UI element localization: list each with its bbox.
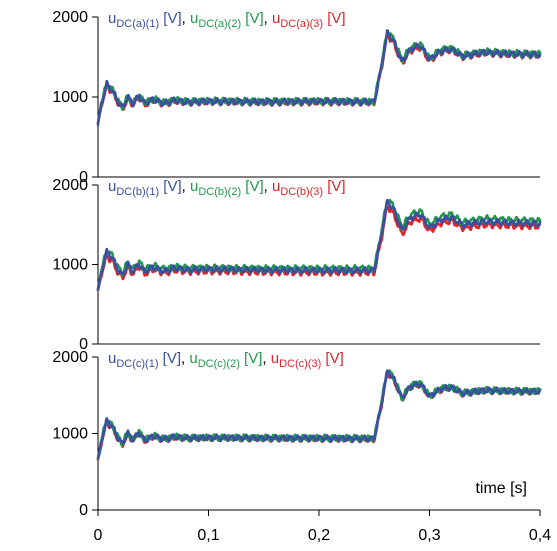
series-line-3 [96, 369, 542, 460]
legend-entry-2: u [190, 10, 198, 27]
series-line-1 [96, 34, 542, 125]
y-tick-label: 2000 [52, 177, 88, 194]
series-line-2 [96, 199, 542, 291]
legend-entry-unit: [V] [240, 350, 263, 367]
y-tick-label: 2000 [52, 9, 88, 26]
legend-separator: , [182, 10, 190, 27]
series-line-1 [96, 371, 542, 461]
legend-entry-unit: [V] [323, 178, 346, 195]
legend-entry-unit: [V] [241, 178, 264, 195]
x-tick-label: 0,4 [529, 527, 551, 544]
legend-entry-unit: [V] [323, 10, 346, 27]
legend-entry-sub: DC(c)(3) [279, 358, 321, 370]
legend-entry-2: u [189, 350, 197, 367]
legend-entry-sub: DC(c)(1) [116, 358, 158, 370]
legend-separator: , [181, 350, 189, 367]
legend-separator: , [264, 10, 272, 27]
series-line-3 [96, 198, 542, 291]
legend-entry-sub: DC(c)(2) [198, 358, 240, 370]
legend-entry-sub: DC(b)(1) [116, 186, 159, 198]
y-tick-label: 2000 [52, 349, 88, 366]
legend-entry-3: u [272, 178, 280, 195]
legend-separator: , [264, 178, 272, 195]
legend-entry-unit: [V] [159, 10, 182, 27]
time-annotation: time [s] [475, 480, 527, 497]
legend-entry-3: u [272, 10, 280, 27]
x-tick-label: 0,2 [308, 527, 330, 544]
legend-entry-sub: DC(a)(1) [116, 18, 159, 30]
legend: uDC(b)(1) [V], uDC(b)(2) [V], uDC(b)(3) … [108, 178, 346, 198]
series-line-2 [96, 369, 542, 461]
legend-entry-unit: [V] [159, 178, 182, 195]
legend-entry-unit: [V] [159, 350, 182, 367]
legend-entry-3: u [271, 350, 279, 367]
x-tick-label: 0,1 [197, 527, 219, 544]
legend-entry-sub: DC(b)(2) [198, 186, 241, 198]
y-tick-label: 1000 [52, 89, 88, 106]
series-line-2 [96, 30, 542, 125]
x-tick-label: 0 [94, 527, 103, 544]
legend-entry-sub: DC(a)(2) [198, 18, 241, 30]
legend-entry-2: u [190, 178, 198, 195]
legend-separator: , [262, 350, 270, 367]
x-tick-label: 0,3 [418, 527, 440, 544]
y-tick-label: 0 [79, 502, 88, 519]
y-tick-label: 0 [79, 336, 88, 353]
legend-entry-unit: [V] [321, 350, 344, 367]
legend-entry-unit: [V] [241, 10, 264, 27]
y-tick-label: 1000 [52, 257, 88, 274]
legend: uDC(c)(1) [V], uDC(c)(2) [V], uDC(c)(3) … [108, 350, 344, 370]
y-tick-label: 1000 [52, 426, 88, 443]
legend-entry-sub: DC(b)(3) [280, 186, 323, 198]
series-line-3 [96, 29, 542, 127]
legend-entry-1: u [108, 10, 116, 27]
legend-entry-1: u [108, 350, 116, 367]
legend-entry-sub: DC(a)(3) [280, 18, 323, 30]
legend-separator: , [182, 178, 190, 195]
legend: uDC(a)(1) [V], uDC(a)(2) [V], uDC(a)(3) … [108, 10, 346, 30]
legend-entry-1: u [108, 178, 116, 195]
y-tick-label: 0 [79, 169, 88, 186]
